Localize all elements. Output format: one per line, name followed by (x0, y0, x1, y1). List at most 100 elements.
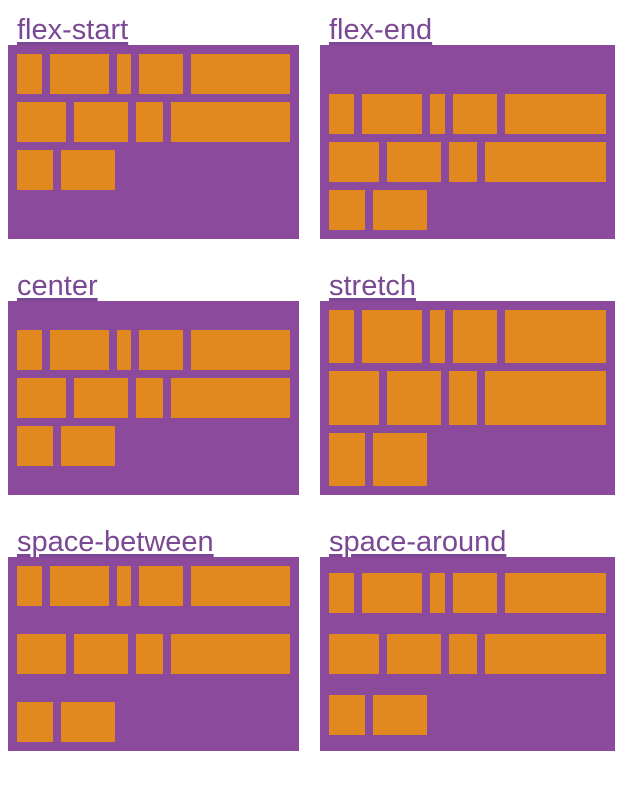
demo-flex-start: flex-start (8, 14, 299, 239)
flex-line (13, 326, 294, 374)
panel-label-flex-start: flex-start (8, 14, 299, 45)
flex-item-box (505, 94, 607, 134)
panel-label-text[interactable]: space-around (329, 526, 507, 558)
flex-item-box (190, 566, 290, 606)
flex-line (13, 98, 294, 146)
flex-item-box (329, 695, 365, 736)
flex-item-box (449, 633, 478, 674)
flex-item-box (49, 566, 109, 606)
flex-item-box (452, 310, 498, 364)
flex-item-box (139, 566, 183, 606)
flex-item-box (17, 566, 42, 606)
flex-item-box (362, 310, 423, 364)
flex-item-box (329, 371, 379, 425)
flex-container (8, 557, 299, 751)
flex-line (325, 691, 610, 739)
panel-label-space-around: space-around (320, 526, 615, 557)
demo-space-around: space-around (320, 526, 615, 751)
panel-label-text[interactable]: center (17, 270, 98, 302)
flex-item-box (452, 572, 498, 613)
panel-label-text[interactable]: flex-end (329, 14, 433, 46)
flex-item-box (329, 432, 365, 486)
flex-item-box (329, 310, 355, 364)
demo-grid: flex-start flex-end center stretch space (8, 14, 615, 751)
panel-label-text[interactable]: flex-start (17, 14, 129, 46)
flex-line (325, 90, 610, 138)
flex-item-box (116, 330, 132, 370)
flex-item-box (74, 102, 128, 142)
flex-item-box (329, 633, 379, 674)
flex-line (325, 367, 610, 428)
flex-item-box (74, 634, 128, 674)
flex-item-box (74, 378, 128, 418)
flex-item-box (190, 54, 290, 94)
flex-item-box (139, 330, 183, 370)
flex-line (325, 138, 610, 186)
flex-line (325, 186, 610, 234)
flex-line (13, 630, 294, 678)
flex-item-box (61, 702, 115, 742)
flex-item-box (17, 426, 53, 466)
flex-item-box (373, 432, 427, 486)
demo-flex-end: flex-end (320, 14, 615, 239)
flex-item-box (373, 190, 427, 230)
flex-item-box (430, 572, 445, 613)
flex-item-box (505, 572, 607, 613)
flex-item-box (49, 330, 109, 370)
demo-center: center (8, 270, 299, 495)
flex-item-box (135, 378, 164, 418)
flex-item-box (17, 102, 67, 142)
flex-line (13, 374, 294, 422)
flex-item-box (329, 572, 355, 613)
flex-container (8, 301, 299, 495)
flex-item-box (61, 426, 115, 466)
flex-item-box (190, 330, 290, 370)
flex-item-box (373, 695, 427, 736)
flex-line (13, 698, 294, 746)
flex-line (325, 306, 610, 367)
flex-item-box (49, 54, 109, 94)
flex-item-box (17, 330, 42, 370)
flex-line (13, 562, 294, 610)
flex-item-box (17, 54, 42, 94)
flex-item-box (116, 54, 132, 94)
flex-item-box (329, 94, 355, 134)
flex-item-box (329, 142, 379, 182)
flex-container (320, 557, 615, 751)
demo-space-between: space-between (8, 526, 299, 751)
flex-item-box (61, 150, 115, 190)
flex-item-box (135, 102, 164, 142)
flex-item-box (362, 572, 423, 613)
panel-label-center: center (8, 270, 299, 301)
panel-label-flex-end: flex-end (320, 14, 615, 45)
flex-item-box (116, 566, 132, 606)
panel-label-stretch: stretch (320, 270, 615, 301)
flex-item-box (17, 378, 67, 418)
flex-item-box (452, 94, 498, 134)
flex-line (13, 146, 294, 194)
flex-item-box (485, 633, 606, 674)
flex-item-box (485, 142, 606, 182)
panel-label-text[interactable]: space-between (17, 526, 214, 558)
flex-item-box (171, 102, 291, 142)
flex-line (325, 630, 610, 678)
flex-line (325, 569, 610, 617)
flex-line (13, 50, 294, 98)
flex-item-box (430, 94, 445, 134)
panel-label-text[interactable]: stretch (329, 270, 417, 302)
flex-item-box (505, 310, 607, 364)
flex-item-box (171, 634, 291, 674)
flex-container (320, 301, 615, 495)
flex-container (320, 45, 615, 239)
flex-item-box (17, 634, 67, 674)
flex-item-box (329, 190, 365, 230)
flex-item-box (171, 378, 291, 418)
flex-container (8, 45, 299, 239)
panel-label-space-between: space-between (8, 526, 299, 557)
flex-item-box (386, 633, 442, 674)
flex-item-box (449, 142, 478, 182)
flex-item-box (449, 371, 478, 425)
flex-item-box (485, 371, 606, 425)
flex-item-box (386, 371, 442, 425)
